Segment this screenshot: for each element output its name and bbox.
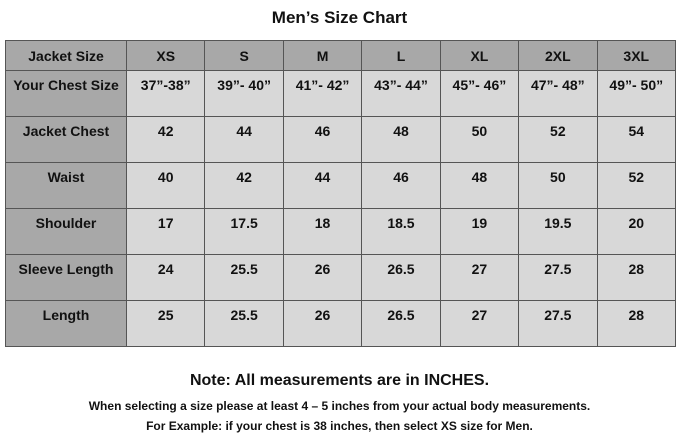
measurement-cell: 44 — [282, 162, 363, 209]
measurement-cell: 48 — [361, 116, 441, 163]
measurement-cell: 39”- 40” — [204, 70, 284, 117]
measurement-cell: 28 — [596, 300, 677, 347]
row-label: Your Chest Size — [5, 70, 127, 117]
measurement-cell: 18 — [282, 208, 363, 255]
measurement-cell: 42 — [204, 162, 284, 209]
measurement-cell: 27 — [439, 254, 520, 301]
measurement-cell: 26.5 — [361, 300, 441, 347]
header-label: Jacket Size — [5, 40, 127, 71]
header-row: Jacket Size XS S M L XL 2XL 3XL — [5, 40, 677, 71]
measurement-cell: 40 — [125, 162, 206, 209]
row-label: Waist — [5, 162, 127, 209]
size-chart-table: Jacket Size XS S M L XL 2XL 3XL Your Chest Size… — [5, 40, 677, 347]
size-header: XL — [439, 40, 520, 71]
measurement-cell: 49”- 50” — [596, 70, 677, 117]
measurement-cell: 20 — [596, 208, 677, 255]
measurement-cell: 27.5 — [518, 254, 598, 301]
size-header: XS — [125, 40, 206, 71]
measurement-cell: 48 — [439, 162, 520, 209]
row-label: Sleeve Length — [5, 254, 127, 301]
measurement-cell: 37”-38” — [125, 70, 206, 117]
table-row: Length 25 25.5 26 26.5 27 27.5 28 — [5, 300, 677, 347]
measurement-cell: 44 — [204, 116, 284, 163]
table-row: Jacket Chest 42 44 46 48 50 52 54 — [5, 116, 677, 163]
row-label: Shoulder — [5, 208, 127, 255]
measurement-cell: 26 — [282, 254, 363, 301]
measurement-cell: 50 — [518, 162, 598, 209]
measurement-cell: 26.5 — [361, 254, 441, 301]
measurement-cell: 17 — [125, 208, 206, 255]
measurement-cell: 28 — [596, 254, 677, 301]
measurement-cell: 42 — [125, 116, 206, 163]
measurement-cell: 50 — [439, 116, 520, 163]
measurement-cell: 25.5 — [204, 254, 284, 301]
table-row: Sleeve Length 24 25.5 26 26.5 27 27.5 28 — [5, 254, 677, 301]
measurement-cell: 25.5 — [204, 300, 284, 347]
measurement-cell: 46 — [361, 162, 441, 209]
table-row: Shoulder 17 17.5 18 18.5 19 19.5 20 — [5, 208, 677, 255]
measurement-cell: 25 — [125, 300, 206, 347]
measurement-cell: 19 — [439, 208, 520, 255]
measurement-cell: 52 — [596, 162, 677, 209]
measurement-cell: 47”- 48” — [518, 70, 598, 117]
size-header: 3XL — [596, 40, 677, 71]
size-header: 2XL — [518, 40, 598, 71]
sizing-example: For Example: if your chest is 38 inches,… — [146, 419, 533, 433]
measurement-cell: 43”- 44” — [361, 70, 441, 117]
measurement-cell: 54 — [596, 116, 677, 163]
measurement-cell: 17.5 — [204, 208, 284, 255]
size-header: L — [361, 40, 441, 71]
measurement-cell: 52 — [518, 116, 598, 163]
measurement-cell: 18.5 — [361, 208, 441, 255]
measurement-cell: 24 — [125, 254, 206, 301]
size-header: S — [204, 40, 284, 71]
row-label: Jacket Chest — [5, 116, 127, 163]
measurement-cell: 27.5 — [518, 300, 598, 347]
measurement-cell: 26 — [282, 300, 363, 347]
measurement-cell: 19.5 — [518, 208, 598, 255]
page-title: Men’s Size Chart — [271, 8, 408, 27]
size-header: M — [282, 40, 363, 71]
row-label: Length — [5, 300, 127, 347]
measurement-cell: 27 — [439, 300, 520, 347]
table-row: Your Chest Size 37”-38” 39”- 40” 41”- 42” 43… — [5, 70, 677, 117]
sizing-instruction: When selecting a size please at least 4 … — [88, 399, 591, 413]
units-note: Note: All measurements are in INCHES. — [189, 372, 490, 389]
measurement-cell: 46 — [282, 116, 363, 163]
measurement-cell: 41”- 42” — [282, 70, 363, 117]
measurement-cell: 45”- 46” — [439, 70, 520, 117]
table-row: Waist 40 42 44 46 48 50 52 — [5, 162, 677, 209]
